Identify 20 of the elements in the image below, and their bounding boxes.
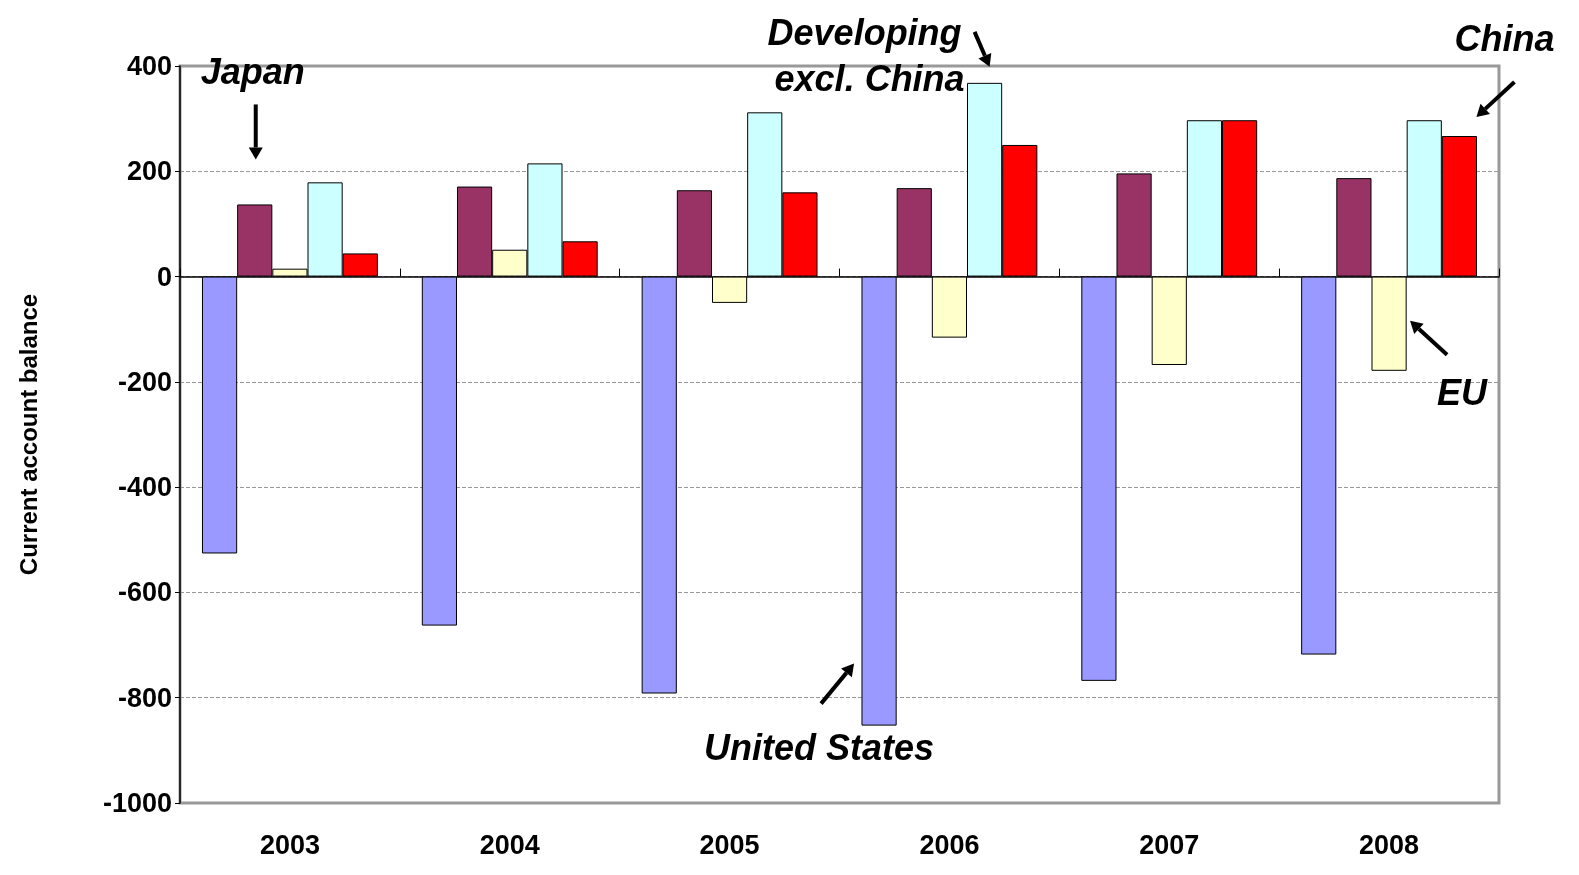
- y-tick-label: 0: [156, 261, 172, 292]
- x-tick-label: 2003: [259, 829, 320, 860]
- x-tick-label: 2007: [1139, 829, 1200, 860]
- y-tick-label: 200: [126, 156, 172, 187]
- x-tick-label: 2006: [919, 829, 980, 860]
- annotation: Developing excl. China: [767, 12, 972, 100]
- annotation: United States: [704, 727, 935, 769]
- x-tick-label: 2005: [699, 829, 760, 860]
- y-axis-title: Current account balance: [14, 293, 42, 576]
- y-tick-label: -800: [117, 682, 172, 713]
- annotation: EU: [1437, 372, 1489, 414]
- y-tick-label: 400: [126, 51, 172, 81]
- x-tick-label: 2008: [1359, 829, 1420, 860]
- y-tick-label: -1000: [102, 788, 172, 818]
- y-tick-label: -400: [117, 472, 172, 503]
- y-tick-label: -200: [117, 366, 172, 397]
- y-tick-label: -600: [117, 577, 172, 608]
- x-tick-label: 2004: [479, 829, 540, 860]
- annotation: Japan: [200, 50, 305, 92]
- text: China: [1454, 17, 1555, 59]
